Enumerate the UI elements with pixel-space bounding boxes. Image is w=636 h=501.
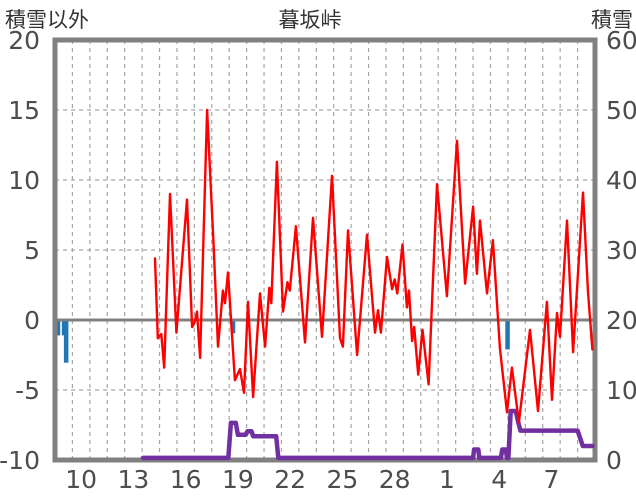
left-tick-label: 0 [24, 306, 40, 335]
x-tick-label: 19 [222, 465, 254, 494]
right-tick-label: 20 [606, 306, 636, 335]
x-axis-tick-labels: 10 13 16 19 22 25 28 1 4 7 [65, 465, 559, 494]
left-axis-tick-labels: 20 15 10 5 0 -5 -10 [0, 26, 40, 475]
right-tick-label: 50 [606, 96, 636, 125]
right-tick-label: 30 [606, 236, 636, 265]
x-tick-label: 10 [65, 465, 97, 494]
bar [230, 320, 236, 334]
x-tick-label: 25 [327, 465, 359, 494]
left-tick-label: -10 [0, 446, 40, 475]
right-tick-label: 0 [606, 446, 622, 475]
x-tick-label: 13 [117, 465, 149, 494]
right-tick-label: 60 [606, 26, 636, 55]
left-tick-label: 20 [8, 26, 40, 55]
right-tick-label: 10 [606, 376, 636, 405]
x-tick-label: 4 [491, 465, 507, 494]
left-tick-label: 5 [24, 236, 40, 265]
bar [55, 320, 61, 336]
red-line [153, 108, 594, 424]
bar [505, 320, 510, 350]
x-tick-label: 1 [439, 465, 455, 494]
left-axis-title: 積雪以外 [5, 8, 89, 32]
vertical-gridlines [71, 40, 579, 460]
x-tick-label: 7 [543, 465, 559, 494]
x-tick-label: 28 [379, 465, 411, 494]
x-tick-label: 22 [274, 465, 306, 494]
bar [63, 320, 69, 363]
horizontal-gridlines [55, 109, 595, 391]
left-tick-label: -5 [15, 376, 40, 405]
right-tick-label: 40 [606, 166, 636, 195]
chart-title: 暮坂峠 [278, 8, 342, 32]
right-axis-title: 積雪 [591, 8, 633, 32]
left-tick-label: 10 [8, 166, 40, 195]
left-tick-label: 15 [8, 96, 40, 125]
x-tick-label: 16 [170, 465, 202, 494]
right-axis-tick-labels: 60 50 40 30 20 10 0 [606, 26, 636, 475]
blue-bars [55, 320, 510, 363]
